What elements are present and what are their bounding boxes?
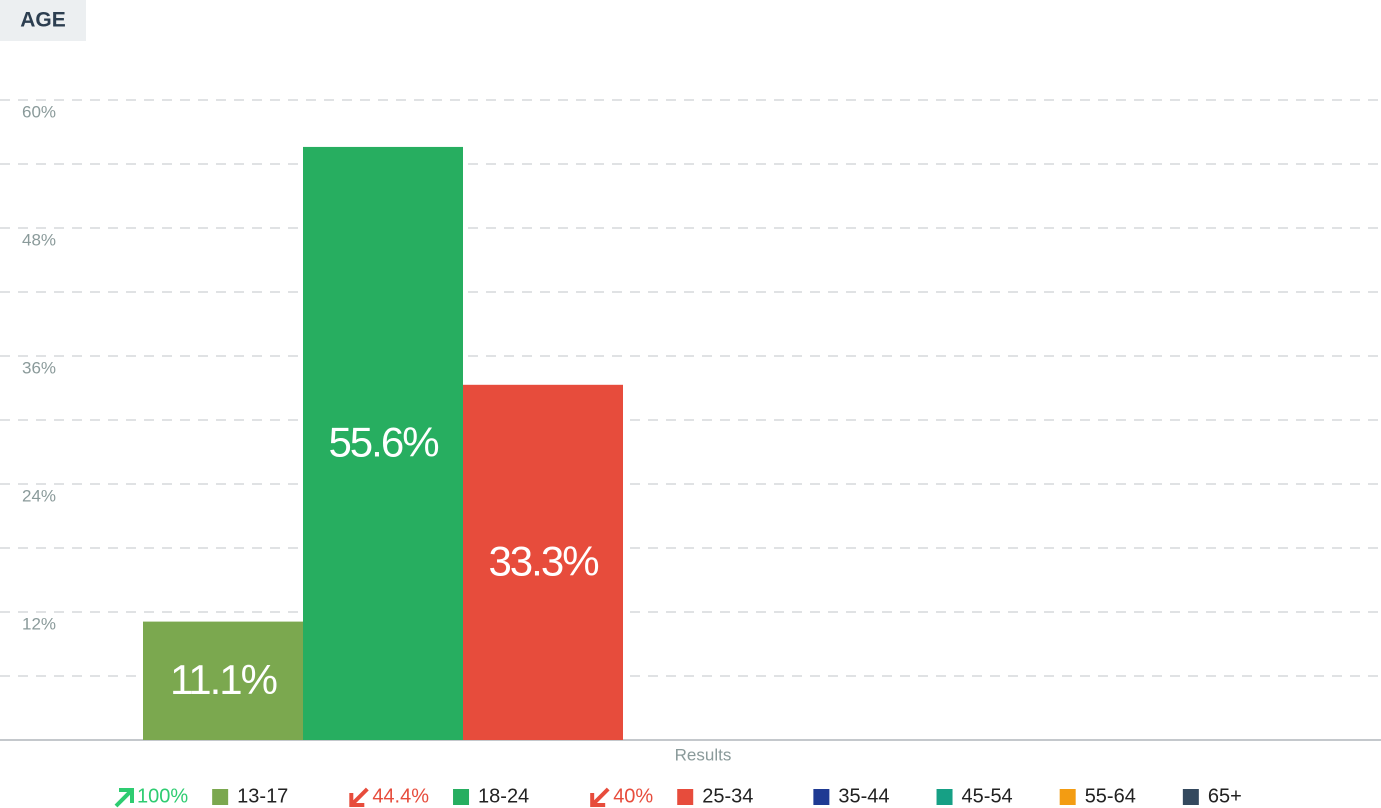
legend-swatch xyxy=(677,789,694,805)
legend-label: 18-24 xyxy=(478,785,529,807)
change-label: 100% xyxy=(137,785,188,807)
y-tick-label: 24% xyxy=(22,486,56,505)
legend-swatch xyxy=(936,789,953,805)
y-tick-label: 48% xyxy=(22,230,56,249)
legend-label: 55-64 xyxy=(1085,785,1136,807)
legend-swatch xyxy=(1182,789,1199,805)
change-arrow xyxy=(114,788,134,808)
change-arrow xyxy=(590,787,610,807)
title-box xyxy=(0,0,86,41)
legend-swatch xyxy=(1059,789,1076,805)
data-label: 33.3% xyxy=(488,537,598,584)
bar xyxy=(463,384,623,740)
legend-swatch xyxy=(813,789,830,805)
legend-label: 35-44 xyxy=(838,785,889,807)
legend-label: 13-17 xyxy=(237,785,288,807)
chart-title: AGE xyxy=(20,9,66,32)
data-label: 55.6% xyxy=(328,419,438,466)
change-label: 40% xyxy=(613,785,653,807)
bar xyxy=(303,146,463,740)
x-tick-label: Results xyxy=(675,745,732,764)
legend-swatch xyxy=(212,789,229,805)
data-label: 11.1% xyxy=(170,656,277,703)
legend-label: 65+ xyxy=(1208,785,1242,807)
change-label: 44.4% xyxy=(372,785,429,807)
y-tick-label: 36% xyxy=(22,358,56,377)
legend-label: 25-34 xyxy=(702,785,753,807)
legend-label: 45-54 xyxy=(962,785,1013,807)
y-tick-label: 60% xyxy=(22,102,56,121)
change-arrow xyxy=(349,787,369,807)
bar xyxy=(143,621,303,740)
legend-swatch xyxy=(453,789,470,805)
y-tick-label: 12% xyxy=(22,614,56,633)
